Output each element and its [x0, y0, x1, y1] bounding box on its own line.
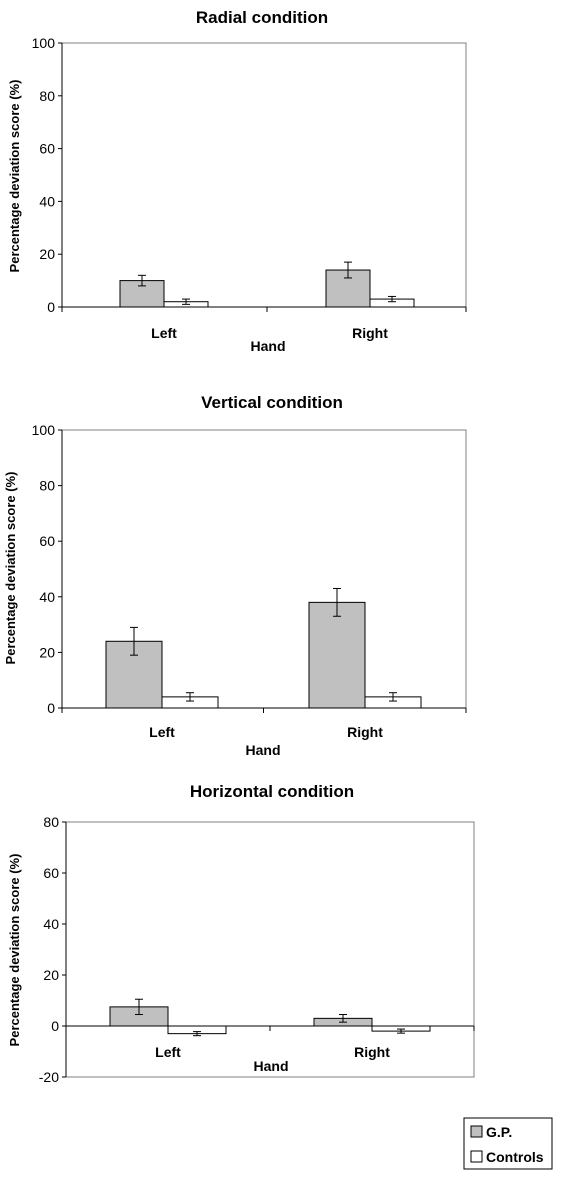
y-tick-label: 60 — [39, 141, 55, 157]
legend-label-controls: Controls — [486, 1149, 544, 1165]
chart-vertical: Vertical condition Percentage deviation … — [3, 393, 467, 758]
chart-title: Radial condition — [196, 8, 328, 27]
plot-area: -20 0 20 40 60 80 Left Right — [39, 814, 475, 1085]
y-tick-label: 40 — [39, 193, 55, 209]
y-tick-label: 0 — [47, 299, 55, 315]
legend-label-gp: G.P. — [486, 1124, 512, 1140]
y-tick-label: 80 — [43, 814, 59, 830]
y-axis-label: Percentage deviation score (%) — [7, 854, 22, 1047]
x-axis-label: Hand — [251, 338, 286, 354]
y-axis-label: Percentage deviation score (%) — [3, 472, 18, 665]
y-tick-label: 80 — [39, 88, 55, 104]
plot-frame — [61, 42, 467, 308]
plot-area: 0 20 40 60 80 100 Left Right — [32, 422, 467, 740]
y-tick-label: 40 — [39, 589, 55, 605]
x-tick-label: Right — [354, 1044, 390, 1060]
legend-swatch-gp — [470, 1125, 483, 1138]
x-tick-label: Right — [347, 724, 383, 740]
chart-title: Horizontal condition — [190, 782, 354, 801]
legend: G.P. Controls — [463, 1117, 553, 1170]
y-tick-label: 20 — [43, 967, 59, 983]
x-tick-label: Right — [352, 325, 388, 341]
y-tick-label: 0 — [51, 1018, 59, 1034]
y-tick-label: 20 — [39, 644, 55, 660]
x-tick-label: Left — [151, 325, 177, 341]
plot-area: 0 20 40 60 80 100 Left Right — [32, 35, 467, 341]
bar — [308, 601, 366, 709]
y-tick-label: 20 — [39, 246, 55, 262]
x-tick-label: Left — [155, 1044, 181, 1060]
x-axis-label: Hand — [246, 742, 281, 758]
y-tick-label: 40 — [43, 916, 59, 932]
y-tick-label: 60 — [43, 865, 59, 881]
chart-radial: Radial condition Percentage deviation sc… — [7, 8, 467, 354]
chart-horizontal: Horizontal condition Percentage deviatio… — [7, 782, 475, 1085]
legend-swatch-controls — [470, 1150, 483, 1163]
y-tick-label: -20 — [39, 1069, 59, 1085]
y-tick-label: 60 — [39, 533, 55, 549]
y-axis-label: Percentage deviation score (%) — [7, 80, 22, 273]
chart-title: Vertical condition — [201, 393, 343, 412]
y-tick-label: 100 — [32, 35, 56, 51]
x-axis-label: Hand — [254, 1058, 289, 1074]
x-tick-label: Left — [149, 724, 175, 740]
y-tick-label: 100 — [32, 422, 56, 438]
plot-frame — [65, 821, 475, 1078]
y-tick-label: 80 — [39, 478, 55, 494]
y-tick-label: 0 — [47, 700, 55, 716]
